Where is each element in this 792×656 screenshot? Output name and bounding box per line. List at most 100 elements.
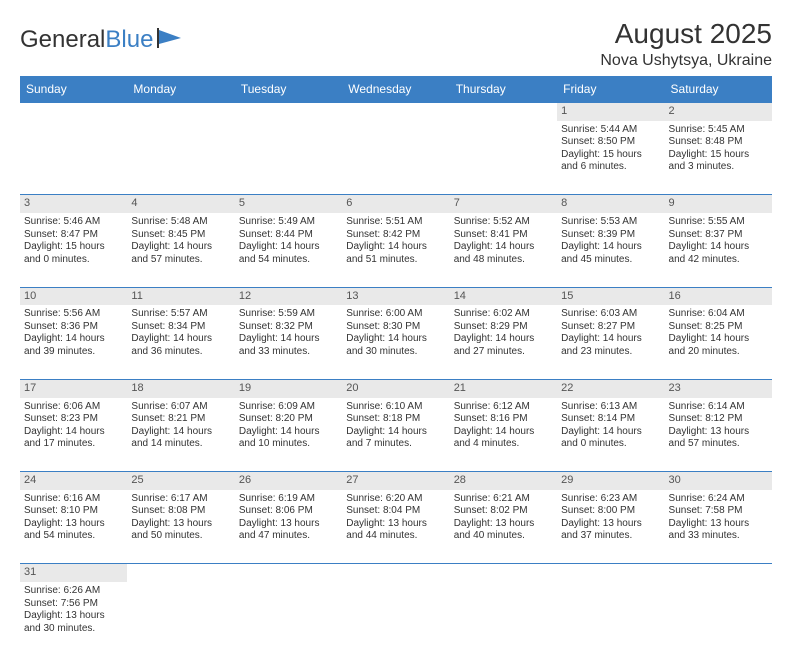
sunrise-text: Sunrise: 6:02 AM xyxy=(454,308,553,321)
day-detail-cell: Sunrise: 6:24 AMSunset: 7:58 PMDaylight:… xyxy=(665,490,772,564)
sunset-text: Sunset: 7:58 PM xyxy=(669,505,768,518)
calendar-table: SundayMondayTuesdayWednesdayThursdayFrid… xyxy=(20,76,772,656)
day-number-cell: 13 xyxy=(342,287,449,305)
day-number-cell: 20 xyxy=(342,379,449,397)
day-number-cell: 23 xyxy=(665,379,772,397)
day-number-cell: 31 xyxy=(20,564,127,582)
day-number-cell: 15 xyxy=(557,287,664,305)
weekday-header: Wednesday xyxy=(342,76,449,103)
day-detail-cell xyxy=(20,121,127,195)
day-detail-cell: Sunrise: 5:55 AMSunset: 8:37 PMDaylight:… xyxy=(665,213,772,287)
day-number-cell: 19 xyxy=(235,379,342,397)
day-number-cell xyxy=(342,564,449,582)
daylight-text-1: Daylight: 14 hours xyxy=(346,426,445,439)
day-detail-cell: Sunrise: 6:07 AMSunset: 8:21 PMDaylight:… xyxy=(127,398,234,472)
sunset-text: Sunset: 8:27 PM xyxy=(561,321,660,334)
day-detail-cell: Sunrise: 6:00 AMSunset: 8:30 PMDaylight:… xyxy=(342,305,449,379)
detail-row: Sunrise: 6:16 AMSunset: 8:10 PMDaylight:… xyxy=(20,490,772,564)
sunset-text: Sunset: 8:21 PM xyxy=(131,413,230,426)
day-detail-cell: Sunrise: 6:14 AMSunset: 8:12 PMDaylight:… xyxy=(665,398,772,472)
logo-text-1: General xyxy=(20,26,105,53)
day-detail-cell xyxy=(450,582,557,656)
day-number-cell: 3 xyxy=(20,195,127,213)
weekday-header: Sunday xyxy=(20,76,127,103)
day-detail-cell: Sunrise: 6:21 AMSunset: 8:02 PMDaylight:… xyxy=(450,490,557,564)
daylight-text-2: and 40 minutes. xyxy=(454,530,553,543)
daylight-text-1: Daylight: 14 hours xyxy=(346,241,445,254)
header: GeneralBlue August 2025 Nova Ushytsya, U… xyxy=(20,18,772,70)
daylight-text-2: and 57 minutes. xyxy=(669,438,768,451)
sunrise-text: Sunrise: 5:44 AM xyxy=(561,124,660,137)
day-detail-cell: Sunrise: 6:09 AMSunset: 8:20 PMDaylight:… xyxy=(235,398,342,472)
daylight-text-2: and 4 minutes. xyxy=(454,438,553,451)
daylight-text-2: and 33 minutes. xyxy=(239,346,338,359)
daylight-text-2: and 47 minutes. xyxy=(239,530,338,543)
calendar-page: GeneralBlue August 2025 Nova Ushytsya, U… xyxy=(0,0,792,656)
sunset-text: Sunset: 7:56 PM xyxy=(24,598,123,611)
daylight-text-2: and 36 minutes. xyxy=(131,346,230,359)
detail-row: Sunrise: 5:46 AMSunset: 8:47 PMDaylight:… xyxy=(20,213,772,287)
day-number-cell xyxy=(20,103,127,121)
daylight-text-1: Daylight: 13 hours xyxy=(454,518,553,531)
daylight-text-2: and 48 minutes. xyxy=(454,254,553,267)
day-number-cell: 14 xyxy=(450,287,557,305)
day-detail-cell: Sunrise: 5:52 AMSunset: 8:41 PMDaylight:… xyxy=(450,213,557,287)
sunrise-text: Sunrise: 5:52 AM xyxy=(454,216,553,229)
sunset-text: Sunset: 8:39 PM xyxy=(561,229,660,242)
day-number-cell: 29 xyxy=(557,472,664,490)
sunrise-text: Sunrise: 6:06 AM xyxy=(24,401,123,414)
daylight-text-2: and 33 minutes. xyxy=(669,530,768,543)
sunset-text: Sunset: 8:12 PM xyxy=(669,413,768,426)
sunrise-text: Sunrise: 5:56 AM xyxy=(24,308,123,321)
sunrise-text: Sunrise: 5:57 AM xyxy=(131,308,230,321)
day-detail-cell xyxy=(127,582,234,656)
day-number-cell xyxy=(557,564,664,582)
daylight-text-1: Daylight: 14 hours xyxy=(454,426,553,439)
sunset-text: Sunset: 8:02 PM xyxy=(454,505,553,518)
day-number-cell: 6 xyxy=(342,195,449,213)
day-number-cell: 8 xyxy=(557,195,664,213)
daylight-text-1: Daylight: 15 hours xyxy=(24,241,123,254)
daylight-text-1: Daylight: 14 hours xyxy=(131,333,230,346)
day-number-cell: 7 xyxy=(450,195,557,213)
day-number-cell: 4 xyxy=(127,195,234,213)
day-detail-cell: Sunrise: 6:23 AMSunset: 8:00 PMDaylight:… xyxy=(557,490,664,564)
sunset-text: Sunset: 8:16 PM xyxy=(454,413,553,426)
day-detail-cell: Sunrise: 6:16 AMSunset: 8:10 PMDaylight:… xyxy=(20,490,127,564)
daylight-text-1: Daylight: 15 hours xyxy=(669,149,768,162)
daynum-row: 12 xyxy=(20,103,772,121)
daynum-row: 17181920212223 xyxy=(20,379,772,397)
sunrise-text: Sunrise: 6:23 AM xyxy=(561,493,660,506)
day-detail-cell: Sunrise: 6:10 AMSunset: 8:18 PMDaylight:… xyxy=(342,398,449,472)
daylight-text-1: Daylight: 14 hours xyxy=(561,426,660,439)
day-number-cell xyxy=(127,103,234,121)
sunrise-text: Sunrise: 5:46 AM xyxy=(24,216,123,229)
detail-row: Sunrise: 5:56 AMSunset: 8:36 PMDaylight:… xyxy=(20,305,772,379)
sunrise-text: Sunrise: 6:10 AM xyxy=(346,401,445,414)
day-detail-cell: Sunrise: 6:12 AMSunset: 8:16 PMDaylight:… xyxy=(450,398,557,472)
day-detail-cell: Sunrise: 5:59 AMSunset: 8:32 PMDaylight:… xyxy=(235,305,342,379)
title-block: August 2025 Nova Ushytsya, Ukraine xyxy=(600,18,772,70)
day-detail-cell xyxy=(342,121,449,195)
day-number-cell xyxy=(450,564,557,582)
sunset-text: Sunset: 8:42 PM xyxy=(346,229,445,242)
sunrise-text: Sunrise: 5:59 AM xyxy=(239,308,338,321)
sunrise-text: Sunrise: 6:20 AM xyxy=(346,493,445,506)
daylight-text-1: Daylight: 14 hours xyxy=(239,241,338,254)
day-detail-cell: Sunrise: 5:46 AMSunset: 8:47 PMDaylight:… xyxy=(20,213,127,287)
daylight-text-1: Daylight: 14 hours xyxy=(131,426,230,439)
detail-row: Sunrise: 6:26 AMSunset: 7:56 PMDaylight:… xyxy=(20,582,772,656)
day-number-cell: 28 xyxy=(450,472,557,490)
sunrise-text: Sunrise: 6:09 AM xyxy=(239,401,338,414)
day-detail-cell: Sunrise: 6:02 AMSunset: 8:29 PMDaylight:… xyxy=(450,305,557,379)
sunrise-text: Sunrise: 6:24 AM xyxy=(669,493,768,506)
logo-text: GeneralBlue xyxy=(20,26,153,54)
daylight-text-2: and 23 minutes. xyxy=(561,346,660,359)
sunset-text: Sunset: 8:00 PM xyxy=(561,505,660,518)
sunrise-text: Sunrise: 6:12 AM xyxy=(454,401,553,414)
daylight-text-2: and 51 minutes. xyxy=(346,254,445,267)
sunrise-text: Sunrise: 6:04 AM xyxy=(669,308,768,321)
daylight-text-2: and 42 minutes. xyxy=(669,254,768,267)
day-detail-cell: Sunrise: 5:49 AMSunset: 8:44 PMDaylight:… xyxy=(235,213,342,287)
day-number-cell xyxy=(450,103,557,121)
